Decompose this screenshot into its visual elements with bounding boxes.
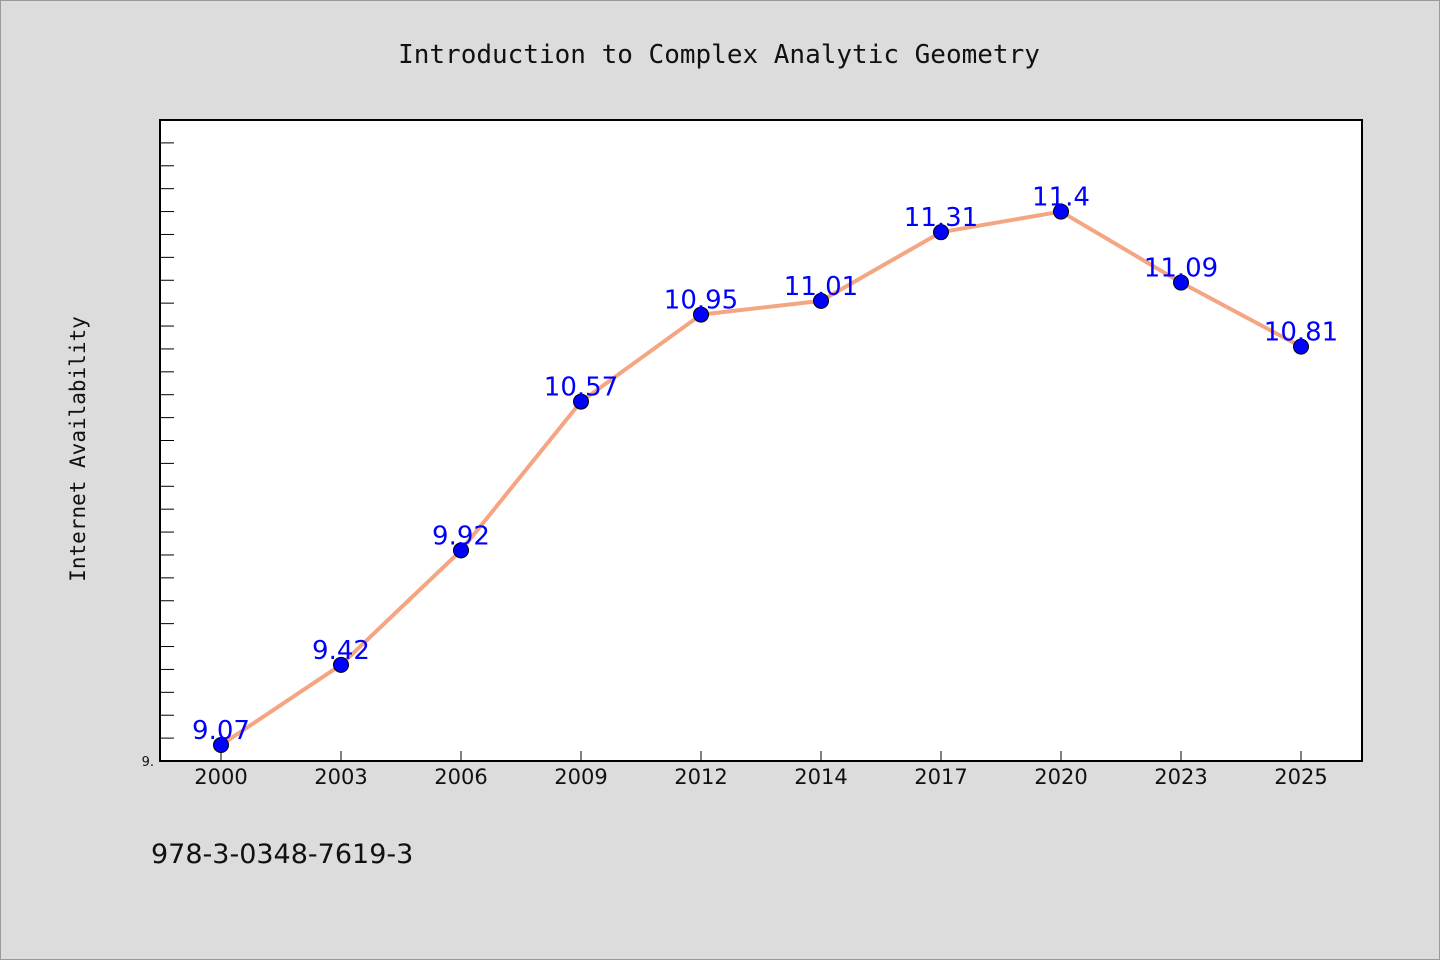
x-tick-label: 2003 [314, 765, 367, 789]
plot-area [159, 119, 1363, 762]
data-point [813, 292, 829, 309]
data-label: 11.31 [904, 203, 978, 233]
x-tick-label: 2020 [1034, 765, 1087, 789]
y-axis-label: Internet Availability [66, 316, 90, 582]
x-tick-label: 2014 [794, 765, 847, 789]
x-tick-label: 2009 [554, 765, 607, 789]
data-label: 10.57 [544, 373, 618, 403]
data-label: 10.95 [664, 286, 738, 316]
x-tick-label: 2012 [674, 765, 727, 789]
data-point [213, 736, 229, 753]
x-tick-label: 2023 [1154, 765, 1207, 789]
isbn-footer: 978-3-0348-7619-3 [151, 839, 413, 870]
data-label: 9.42 [312, 636, 370, 666]
data-point [1293, 338, 1309, 355]
y-axis-ticks [160, 142, 174, 739]
data-point [573, 393, 589, 410]
y-tick-label: 9. [142, 755, 154, 770]
x-axis-tick-labels: 2000 2003 2006 2009 2012 2014 2017 2020 2023 2025 [194, 765, 1327, 789]
data-label: 10.81 [1264, 318, 1338, 348]
data-label: 11.01 [784, 272, 858, 302]
x-tick-label: 2025 [1274, 765, 1327, 789]
data-labels: 9.07 9.42 9.92 10.57 10.95 11.01 11.31 11.4 11.0… [192, 183, 1338, 746]
data-point [693, 306, 709, 323]
x-axis-ticks [220, 751, 1302, 761]
x-tick-label: 2017 [914, 765, 967, 789]
data-point [933, 224, 949, 241]
data-point [1053, 203, 1069, 220]
data-label: 11.4 [1032, 183, 1090, 213]
series-markers [213, 203, 1309, 753]
data-point [1173, 274, 1189, 291]
x-tick-label: 2000 [194, 765, 247, 789]
data-label: 9.07 [192, 716, 250, 746]
series-line [219, 209, 1303, 747]
chart-title: Introduction to Complex Analytic Geometr… [398, 40, 1040, 70]
data-label: 11.09 [1144, 254, 1218, 284]
data-label: 9.92 [432, 521, 490, 551]
x-tick-label: 2006 [434, 765, 487, 789]
data-point [453, 542, 469, 559]
data-point [333, 656, 349, 673]
